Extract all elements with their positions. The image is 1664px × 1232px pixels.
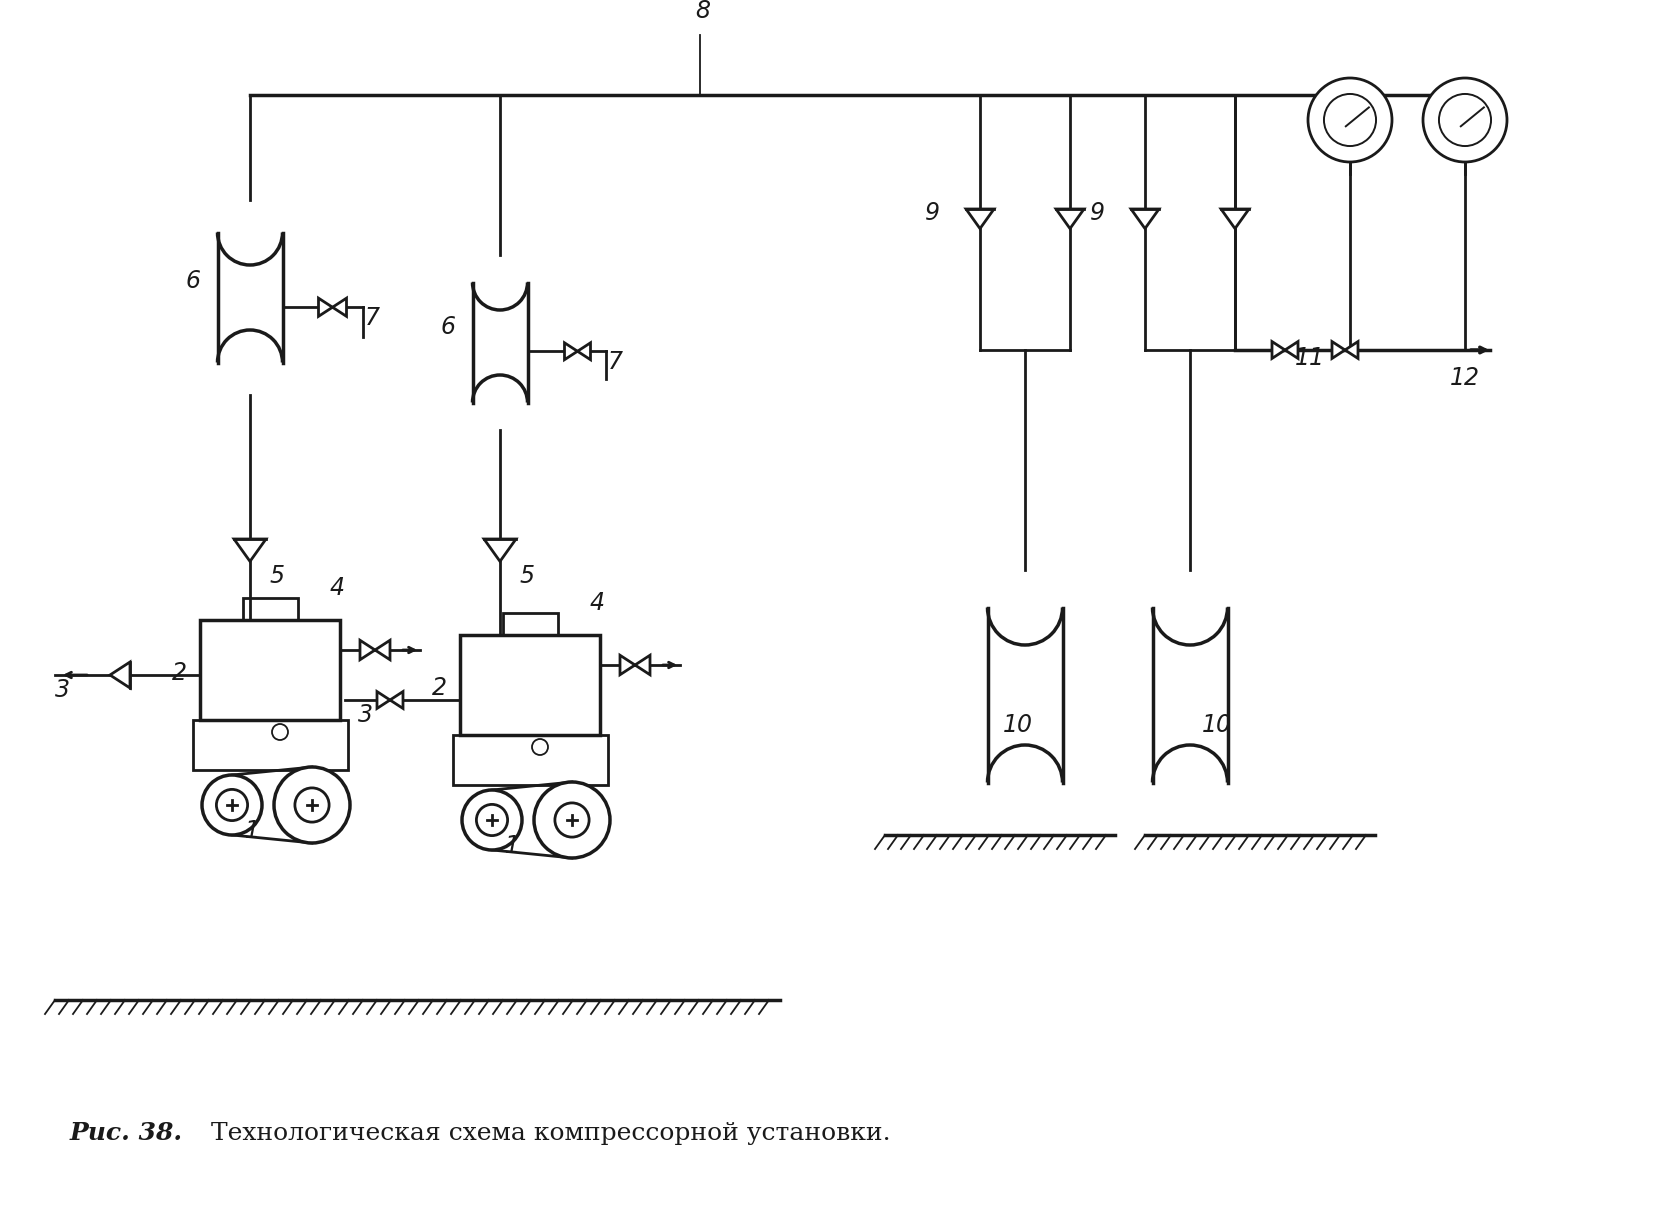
Circle shape (534, 782, 611, 857)
Circle shape (1308, 78, 1393, 161)
Polygon shape (359, 641, 374, 660)
Polygon shape (1271, 341, 1285, 359)
Text: 3: 3 (55, 678, 70, 702)
Polygon shape (577, 342, 591, 360)
Circle shape (1423, 78, 1508, 161)
Polygon shape (564, 342, 577, 360)
Polygon shape (484, 540, 516, 562)
Bar (459, 634, 601, 736)
Polygon shape (333, 298, 346, 317)
Bar (200, 620, 339, 719)
Polygon shape (1331, 341, 1345, 359)
Polygon shape (967, 209, 993, 229)
Text: 6: 6 (185, 269, 200, 293)
Text: 3: 3 (358, 703, 373, 727)
Text: Технологическая схема компрессорной установки.: Технологическая схема компрессорной уста… (195, 1122, 890, 1145)
Polygon shape (378, 691, 389, 708)
Polygon shape (636, 655, 651, 675)
Polygon shape (1221, 209, 1250, 229)
Text: 1: 1 (245, 819, 260, 843)
Bar (503, 614, 557, 634)
Text: 10: 10 (1201, 713, 1231, 738)
Polygon shape (1057, 209, 1083, 229)
Circle shape (275, 768, 349, 843)
Text: 11: 11 (1295, 346, 1325, 370)
Bar (193, 719, 348, 770)
Text: 7: 7 (607, 350, 622, 375)
Text: 5: 5 (519, 564, 536, 588)
Text: 5: 5 (270, 564, 285, 588)
Polygon shape (1345, 341, 1358, 359)
Text: 12: 12 (1449, 366, 1479, 391)
Polygon shape (110, 662, 130, 687)
Text: 4: 4 (329, 577, 344, 600)
Text: 2: 2 (433, 676, 448, 700)
Text: 7: 7 (364, 307, 379, 330)
Text: 2: 2 (171, 662, 186, 685)
Circle shape (463, 790, 522, 850)
Polygon shape (1132, 209, 1160, 229)
Text: 6: 6 (441, 314, 456, 339)
Text: 9: 9 (925, 201, 940, 225)
Text: 8: 8 (696, 0, 711, 23)
Polygon shape (235, 540, 266, 562)
Text: Рис. 38.: Рис. 38. (70, 1121, 183, 1145)
Circle shape (201, 775, 261, 835)
Text: 9: 9 (1090, 201, 1105, 225)
Polygon shape (1285, 341, 1298, 359)
Text: 1: 1 (504, 834, 519, 857)
Polygon shape (374, 641, 389, 660)
Text: 4: 4 (591, 591, 606, 615)
Polygon shape (389, 691, 403, 708)
Text: 10: 10 (1003, 713, 1033, 738)
Bar (243, 598, 298, 620)
Bar (453, 736, 607, 785)
Polygon shape (621, 655, 636, 675)
Polygon shape (318, 298, 333, 317)
